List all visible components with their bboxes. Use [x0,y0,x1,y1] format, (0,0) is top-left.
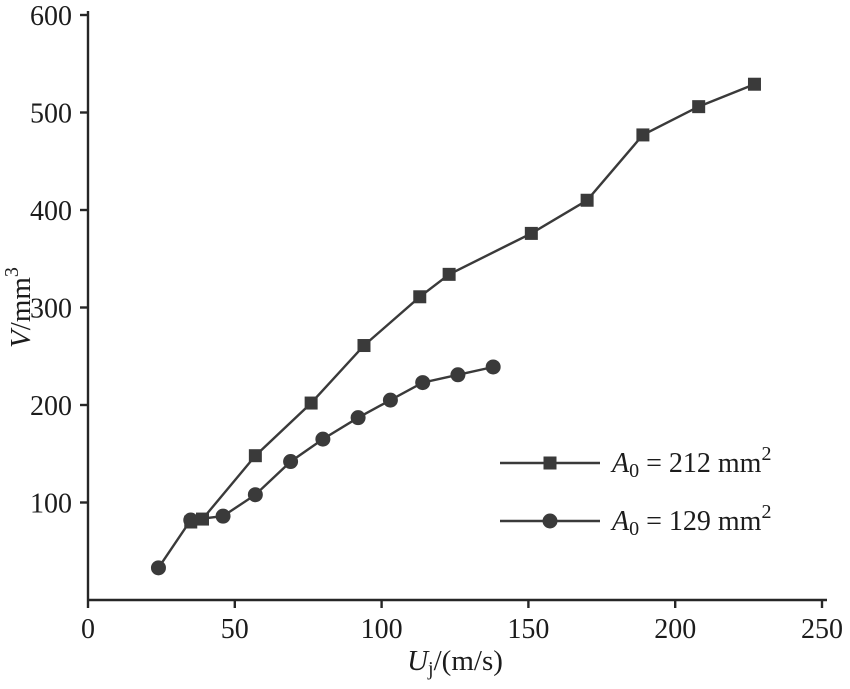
x-tick-label: 200 [654,614,696,645]
legend-label: A0 = 212 mm2 [610,443,771,482]
x-tick-label: 0 [81,614,95,645]
marker-circle [350,410,366,426]
marker-circle [247,487,263,503]
marker-circle [283,454,299,470]
legend-marker-square [543,456,557,470]
marker-circle [215,508,231,524]
marker-square [248,449,262,463]
y-tick-label: 600 [30,1,72,32]
marker-square [524,226,538,240]
x-tick-label: 250 [801,614,843,645]
marker-square [692,100,706,114]
y-tick-label: 400 [30,196,72,227]
y-tick-label: 100 [30,489,72,520]
legend-label: A0 = 129 mm2 [610,501,771,540]
x-tick-label: 100 [361,614,403,645]
marker-square [747,77,761,91]
marker-square [636,128,650,142]
y-tick-label: 300 [30,294,72,325]
y-tick-label: 500 [30,99,72,130]
y-axis-label: V/mm3 [1,267,37,348]
marker-circle [183,512,199,528]
marker-square [304,396,318,410]
marker-circle [485,359,501,375]
y-tick-label: 200 [30,391,72,422]
legend: A0 = 212 mm2 A0 = 129 mm2 [500,443,771,540]
series-line-1 [157,365,494,569]
marker-circle [150,560,166,576]
marker-square [413,290,427,304]
marker-square [580,193,594,207]
marker-circle [415,375,431,391]
x-tick-label: 50 [221,614,249,645]
legend-marker-circle [542,513,558,529]
x-axis-label: Uj/(m/s) [407,645,503,680]
x-tick-label: 150 [507,614,549,645]
marker-circle [315,431,331,447]
marker-circle [450,367,466,383]
axes [80,11,827,608]
marker-square [442,267,456,281]
marker-square [357,339,371,353]
marker-circle [382,392,398,408]
series-line-0 [190,83,755,524]
